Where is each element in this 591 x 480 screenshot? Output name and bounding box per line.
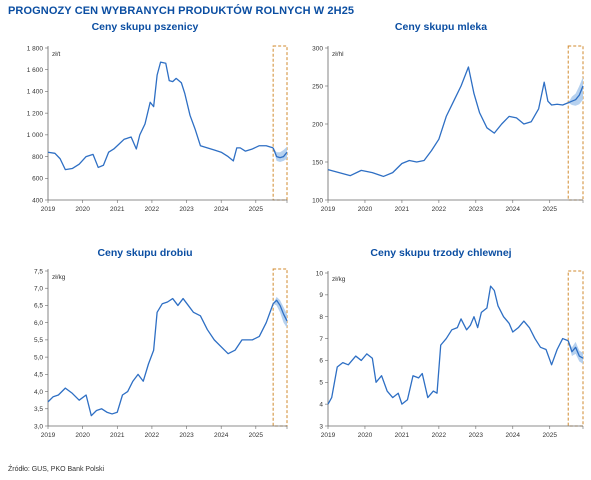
- y-tick-label: 3,5: [34, 406, 43, 413]
- y-tick-label: 9: [319, 292, 323, 299]
- y-tick-label: 250: [312, 83, 323, 90]
- x-tick-label: 2022: [432, 432, 447, 439]
- forecast-line: [272, 299, 288, 322]
- y-tick-label: 1 800: [27, 45, 44, 52]
- y-tick-label: 300: [312, 45, 323, 52]
- x-tick-label: 2025: [249, 206, 264, 213]
- forecast-box: [272, 268, 288, 427]
- y-tick-label: 5: [319, 380, 323, 387]
- y-tick-label: 1 600: [27, 67, 44, 74]
- page-title: PROGNOZY CEN WYBRANYCH PRODUKTÓW ROLNYCH…: [8, 5, 355, 17]
- x-tick-label: 2024: [214, 206, 229, 213]
- chart-panel-poultry: Ceny skupu drobiu zł/kg 3,0 3,5 4,0 4,5 5,0 5,5…: [0, 241, 295, 441]
- source-note: Źródło: GUS, PKO Bank Polski: [8, 466, 105, 473]
- y-tick-label: 4,5: [34, 372, 43, 379]
- x-tick-label: 2021: [110, 432, 125, 439]
- y-tick-label: 800: [32, 154, 43, 161]
- x-tick-label: 2025: [543, 206, 558, 213]
- y-tick-label: 10: [316, 270, 324, 277]
- chart-title: Ceny skupu trzody chlewnej: [370, 247, 511, 259]
- y-tick-label: 6: [319, 358, 323, 365]
- y-tick-label: 7: [319, 336, 323, 343]
- forecast-band: [273, 146, 287, 162]
- y-tick-label: 1 200: [27, 110, 44, 117]
- forecast-line: [567, 85, 584, 104]
- chart-milk: Ceny skupu mleka zł/hl 100 150 200 250 300 2019…: [312, 21, 584, 213]
- series-line: [327, 66, 569, 178]
- forecast-line: [272, 147, 288, 159]
- x-tick-label: 2023: [179, 432, 194, 439]
- x-tick-label: 2019: [41, 206, 56, 213]
- forecast-band: [568, 76, 583, 106]
- chart-title: Ceny skupu drobiu: [97, 247, 192, 259]
- y-unit-label: zł/kg: [332, 276, 346, 283]
- x-tick-label: 2025: [249, 432, 264, 439]
- x-tick-label: 2022: [145, 432, 160, 439]
- chart-panel-milk: Ceny skupu mleka zł/hl 100 150 200 250 300 2019…: [296, 18, 591, 224]
- y-unit-label: zł/t: [52, 51, 61, 58]
- x-tick-label: 2023: [469, 206, 484, 213]
- x-tick-label: 2019: [321, 206, 336, 213]
- series-line: [47, 297, 274, 417]
- y-tick-label: 150: [312, 159, 323, 166]
- y-tick-label: 1 400: [27, 89, 44, 96]
- series-line: [327, 285, 569, 405]
- y-tick-label: 5,0: [34, 354, 43, 361]
- y-tick-label: 3: [319, 423, 323, 430]
- y-tick-label: 6,0: [34, 320, 43, 327]
- forecast-line: [567, 340, 584, 359]
- chart-title: Ceny skupu pszenicy: [92, 21, 199, 33]
- y-tick-label: 100: [312, 197, 323, 204]
- chart-panel-wheat: Ceny skupu pszenicy zł/t 400 600 800 1 000 1 2…: [0, 18, 295, 224]
- x-tick-label: 2023: [179, 206, 194, 213]
- x-tick-label: 2023: [469, 432, 484, 439]
- y-tick-label: 4: [319, 401, 323, 408]
- chart-poultry: Ceny skupu drobiu zł/kg 3,0 3,5 4,0 4,5 5,0 5,5…: [34, 247, 288, 439]
- chart-panel-pork: Ceny skupu trzody chlewnej zł/kg 3 4 5 6 7 8 9 10…: [296, 241, 591, 441]
- y-tick-label: 1 000: [27, 132, 44, 139]
- y-tick-label: 400: [32, 197, 43, 204]
- y-tick-label: 3,0: [34, 423, 43, 430]
- x-tick-label: 2024: [214, 432, 229, 439]
- y-tick-label: 6,5: [34, 303, 43, 310]
- y-tick-label: 7,0: [34, 286, 43, 293]
- y-tick-label: 4,0: [34, 389, 43, 396]
- x-tick-label: 2020: [75, 432, 90, 439]
- x-tick-label: 2024: [506, 432, 521, 439]
- x-tick-label: 2020: [75, 206, 90, 213]
- x-tick-label: 2019: [321, 432, 336, 439]
- x-tick-label: 2021: [395, 432, 410, 439]
- forecast-box: [567, 45, 584, 201]
- x-tick-label: 2020: [358, 432, 373, 439]
- x-tick-label: 2024: [506, 206, 521, 213]
- x-tick-label: 2022: [432, 206, 447, 213]
- forecast-box: [272, 45, 288, 201]
- x-tick-label: 2025: [543, 432, 558, 439]
- x-tick-label: 2022: [145, 206, 160, 213]
- y-tick-label: 200: [312, 121, 323, 128]
- series-line: [47, 61, 274, 171]
- y-tick-label: 8: [319, 314, 323, 321]
- x-tick-label: 2019: [41, 432, 56, 439]
- x-tick-label: 2021: [110, 206, 125, 213]
- chart-title: Ceny skupu mleka: [395, 21, 487, 33]
- chart-wheat: Ceny skupu pszenicy zł/t 400 600 800 1 000 1 2…: [27, 21, 288, 213]
- forecast-band: [568, 340, 583, 364]
- x-tick-label: 2020: [358, 206, 373, 213]
- x-tick-label: 2021: [395, 206, 410, 213]
- forecast-band: [273, 296, 287, 328]
- y-unit-label: zł/hl: [332, 51, 344, 58]
- y-tick-label: 7,5: [34, 268, 43, 275]
- y-unit-label: zł/kg: [52, 274, 66, 281]
- chart-pork: Ceny skupu trzody chlewnej zł/kg 3 4 5 6 7 8 9 10…: [316, 247, 584, 439]
- y-tick-label: 5,5: [34, 337, 43, 344]
- y-tick-label: 600: [32, 176, 43, 183]
